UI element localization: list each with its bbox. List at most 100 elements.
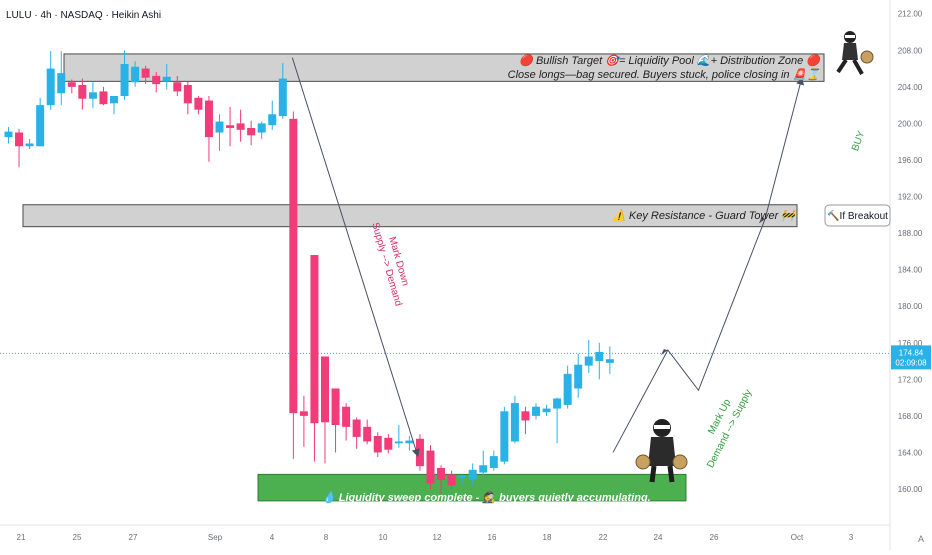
price-tick-label: 192.00 (898, 193, 923, 202)
projection-arrowhead (758, 216, 765, 224)
thief-legs (836, 58, 864, 75)
thief-eye-mask (845, 35, 855, 38)
price-tick-label: 196.00 (898, 156, 923, 165)
projection-arrowhead (660, 349, 668, 356)
candle-body (152, 75, 161, 85)
price-tick-label: 212.00 (898, 10, 923, 19)
time-tick-label: 27 (129, 533, 138, 542)
time-tick-label: 3 (849, 533, 854, 542)
chart-title: LULU · 4h · NASDAQ · Heikin Ashi (6, 10, 162, 21)
resistance-label: ⚠️ Key Resistance - Guard Tower 🚧 (612, 209, 797, 222)
time-tick-label: 25 (73, 533, 82, 542)
candle-body (489, 456, 498, 468)
price-tick-label: 180.00 (898, 302, 923, 311)
candle-body (15, 132, 24, 147)
current-price-value: 174.84 (899, 348, 924, 357)
candle-body (342, 406, 351, 427)
candle-body (299, 411, 308, 416)
price-tick-label: 204.00 (898, 83, 923, 92)
candle-body (426, 450, 435, 484)
time-tick-label: 21 (17, 533, 26, 542)
candle-body (183, 85, 192, 104)
candle-body (521, 411, 530, 421)
candle-body (532, 406, 540, 416)
time-tick-label: 22 (599, 533, 608, 542)
candle-body (310, 255, 319, 424)
candle-body (574, 364, 583, 389)
price-tick-label: 208.00 (898, 46, 923, 55)
candle-body (447, 474, 456, 486)
time-tick-label: 24 (654, 533, 663, 542)
candle-body (67, 82, 76, 87)
breakout-callout[interactable] (824, 204, 891, 227)
breakout-label: 🔨If Breakout (827, 209, 888, 222)
candle-body (204, 100, 213, 138)
candle-body (595, 351, 604, 362)
candle-body (236, 123, 245, 130)
price-tick-label: 164.00 (898, 448, 923, 457)
candle-body (57, 73, 66, 94)
candle-body (120, 63, 129, 96)
candle-body (289, 118, 298, 414)
candle-body (215, 121, 224, 133)
candle-body (542, 408, 551, 413)
candle-body (479, 465, 488, 473)
thief-with-money-bags-icon (635, 419, 688, 483)
time-tick-label: 16 (488, 533, 497, 542)
distribution-label-line2: Close longs—bag secured. Buyers stuck, p… (508, 68, 821, 81)
time-tick-label: Sep (208, 533, 223, 542)
thief-legs (649, 465, 675, 483)
candle-body (415, 438, 424, 467)
candle-body (437, 467, 446, 480)
candle-body (278, 78, 287, 117)
candle-body (268, 114, 277, 126)
candle-body (458, 475, 467, 479)
candle-body (88, 92, 97, 99)
candle-body (131, 66, 140, 83)
candle-body (331, 388, 340, 426)
candle-body (46, 68, 55, 106)
time-tick-label: Oct (791, 533, 804, 542)
candle-body (247, 127, 256, 136)
candle-body (384, 437, 393, 450)
price-tick-label: 188.00 (898, 229, 923, 238)
candle-body (500, 411, 509, 462)
auto-scale-toggle[interactable]: A (917, 534, 924, 544)
candle-body (99, 91, 108, 105)
money-bag-icon (635, 454, 651, 470)
candle-body (553, 398, 562, 409)
projection-path (612, 76, 804, 453)
distribution-zone (63, 53, 825, 82)
candle-body (162, 76, 171, 82)
resistance-zone (22, 204, 798, 228)
price-axis-background (890, 0, 932, 550)
candle-body (584, 356, 593, 366)
candle-body (257, 123, 266, 133)
time-tick-label: 26 (710, 533, 719, 542)
candle-body (226, 125, 235, 128)
candle-body (468, 469, 477, 480)
candle-body (194, 97, 203, 110)
time-tick-label: 10 (379, 533, 388, 542)
price-tick-label: 172.00 (898, 375, 923, 384)
time-tick-label: 8 (324, 533, 329, 542)
money-bag-icon (860, 50, 874, 64)
price-tick-label: 168.00 (898, 412, 923, 421)
markdown-arrow (291, 57, 420, 458)
price-tick-label: 184.00 (898, 266, 923, 275)
candle-body (363, 426, 372, 442)
candle-body (36, 105, 45, 147)
candle-body (4, 131, 13, 138)
candle-body (605, 359, 614, 363)
thief-body (842, 43, 858, 60)
money-bag-icon (672, 454, 688, 470)
current-price-tag (891, 345, 931, 370)
candle-body (78, 85, 87, 99)
bar-countdown: 02:09:08 (895, 358, 927, 367)
time-tick-label: 12 (433, 533, 442, 542)
price-tick-label: 176.00 (898, 339, 923, 348)
candle-body (321, 356, 329, 423)
candle-body (173, 82, 182, 92)
